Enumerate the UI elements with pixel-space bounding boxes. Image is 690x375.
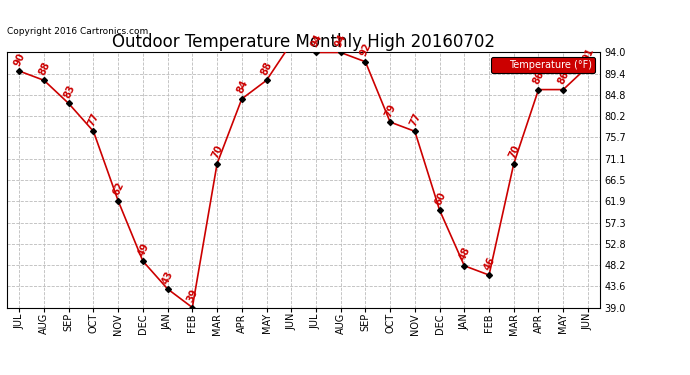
Text: 43: 43 — [161, 269, 175, 285]
Text: 62: 62 — [111, 181, 126, 197]
Text: 39: 39 — [186, 288, 200, 304]
Text: 70: 70 — [210, 144, 225, 160]
Text: 48: 48 — [457, 246, 472, 262]
Text: 70: 70 — [507, 144, 522, 160]
Text: 84: 84 — [235, 79, 250, 95]
Text: 91: 91 — [581, 46, 595, 63]
Text: 94: 94 — [309, 33, 324, 49]
Text: 94: 94 — [334, 33, 348, 49]
Text: 90: 90 — [12, 51, 27, 68]
Text: 79: 79 — [383, 102, 398, 118]
Text: 46: 46 — [482, 255, 497, 272]
Text: 88: 88 — [37, 60, 52, 77]
Text: 77: 77 — [86, 111, 101, 128]
Title: Outdoor Temperature Monthly High 20160702: Outdoor Temperature Monthly High 2016070… — [112, 33, 495, 51]
Text: 83: 83 — [62, 83, 77, 100]
Text: 86: 86 — [531, 69, 546, 86]
Text: 86: 86 — [556, 69, 571, 86]
Legend: Temperature (°F): Temperature (°F) — [491, 57, 595, 73]
Text: 60: 60 — [433, 190, 447, 207]
Text: 96: 96 — [0, 374, 1, 375]
Text: 92: 92 — [359, 42, 373, 58]
Text: 88: 88 — [259, 60, 275, 77]
Text: 77: 77 — [408, 111, 423, 128]
Text: 49: 49 — [136, 241, 150, 258]
Text: Copyright 2016 Cartronics.com: Copyright 2016 Cartronics.com — [7, 27, 148, 36]
